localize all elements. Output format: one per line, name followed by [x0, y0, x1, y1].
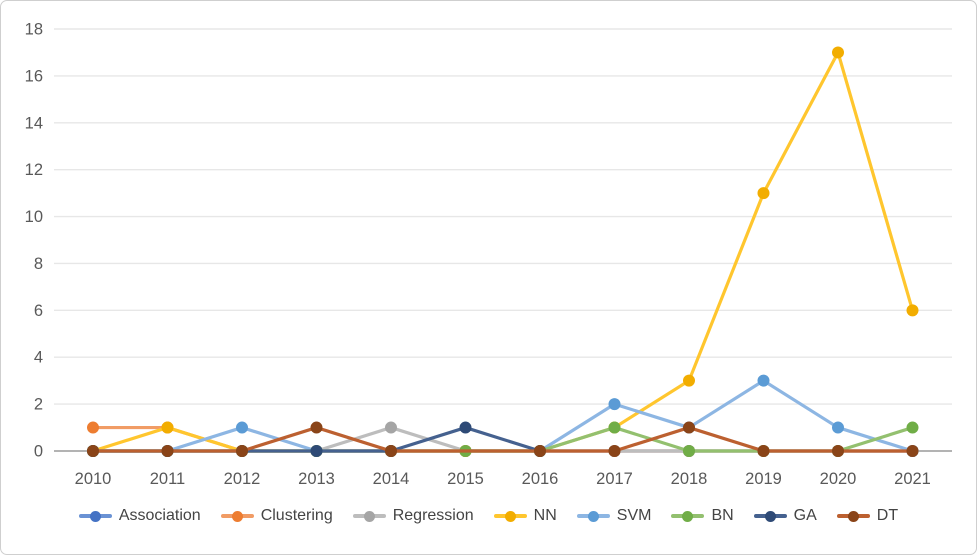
y-tick-label: 6 — [34, 302, 43, 320]
x-tick-label: 2018 — [671, 470, 708, 488]
legend-item-BN: BN — [671, 507, 734, 525]
legend-swatch-Regression — [352, 510, 386, 522]
legend-item-NN: NN — [493, 507, 557, 525]
series-marker-NN — [161, 421, 174, 434]
y-tick-label: 0 — [34, 443, 43, 461]
series-marker-DT — [534, 445, 546, 457]
y-tick-label: 8 — [34, 255, 43, 273]
x-tick-label: 2015 — [447, 470, 484, 488]
legend-label-Regression: Regression — [392, 507, 474, 524]
series-marker-NN — [683, 374, 695, 387]
series-marker-DT — [161, 445, 174, 457]
legend-label-Association: Association — [118, 507, 201, 524]
series-marker-SVM — [832, 421, 844, 434]
x-tick-label: 2013 — [298, 470, 335, 488]
x-tick-label: 2020 — [820, 470, 857, 488]
series-marker-GA — [310, 445, 323, 457]
series-marker-Clustering — [87, 421, 99, 434]
y-tick-label: 18 — [25, 21, 43, 39]
series-marker-BN — [608, 421, 621, 434]
series-marker-Regression — [385, 421, 397, 434]
legend-swatch-NN — [493, 510, 527, 522]
x-tick-label: 2010 — [75, 470, 112, 488]
series-marker-DT — [310, 421, 323, 434]
x-tick-label: 2012 — [224, 470, 261, 488]
series-marker-DT — [832, 445, 844, 457]
series-marker-DT — [87, 445, 99, 457]
legend-swatch-DT — [836, 510, 870, 522]
y-tick-label: 14 — [25, 114, 43, 132]
series-marker-GA — [459, 421, 472, 434]
legend-marker-icon — [363, 510, 375, 522]
legend-marker-icon — [89, 510, 101, 522]
legend-label-DT: DT — [876, 507, 899, 524]
x-tick-label: 2019 — [745, 470, 782, 488]
line-chart-plot-area: 0 2 4 6 8 10 12 14 16 18 2010 2011 2012 2013 2014 2015 2… — [25, 21, 952, 488]
series-marker-SVM — [757, 374, 770, 387]
legend-item-GA: GA — [753, 507, 817, 525]
legend-item-DT: DT — [836, 507, 899, 525]
legend-marker-icon — [764, 510, 776, 522]
legend-swatch-GA — [753, 510, 787, 522]
legend-label-GA: GA — [793, 507, 817, 524]
series-marker-DT — [757, 445, 770, 457]
legend-item-Regression: Regression — [352, 507, 474, 525]
series-marker-DT — [236, 445, 248, 457]
legend-marker-icon — [682, 510, 694, 522]
legend-label-SVM: SVM — [616, 507, 652, 524]
series-line-SVM — [91, 379, 915, 453]
y-tick-label: 12 — [25, 161, 43, 179]
series-marker-BN — [906, 421, 919, 434]
series-marker-DT — [906, 445, 919, 457]
legend-swatch-Clustering — [220, 510, 254, 522]
series-marker-DT — [683, 421, 695, 434]
series-marker-DT — [385, 445, 397, 457]
series-marker-BN — [683, 445, 695, 457]
legend-swatch-Association — [78, 510, 112, 522]
x-tick-label: 2017 — [596, 470, 633, 488]
y-tick-label: 10 — [25, 208, 43, 226]
y-tick-label: 16 — [25, 67, 43, 85]
legend-marker-icon — [504, 510, 516, 522]
legend-swatch-BN — [671, 510, 705, 522]
series-marker-NN — [757, 187, 770, 200]
y-tick-label: 4 — [34, 349, 43, 367]
x-tick-label: 2016 — [522, 470, 559, 488]
legend-label-Clustering: Clustering — [260, 507, 333, 524]
series-marker-DT — [608, 445, 621, 457]
series-marker-SVM — [608, 398, 621, 411]
legend-marker-icon — [231, 510, 243, 522]
legend-item-Clustering: Clustering — [220, 507, 333, 525]
x-tick-label: 2014 — [373, 470, 410, 488]
legend-label-NN: NN — [533, 507, 557, 524]
legend-marker-icon — [847, 510, 859, 522]
legend-label-BN: BN — [711, 507, 734, 524]
series-line-NN — [91, 50, 915, 453]
chart-legend: Association Clustering Regression NN SVM BN GA… — [1, 507, 976, 525]
legend-swatch-SVM — [576, 510, 610, 522]
legend-marker-icon — [587, 510, 599, 522]
series-marker-NN — [832, 46, 844, 59]
legend-item-SVM: SVM — [576, 507, 652, 525]
legend-item-Association: Association — [78, 507, 201, 525]
y-tick-label: 2 — [34, 396, 43, 414]
x-tick-label: 2011 — [150, 470, 185, 488]
series-marker-NN — [906, 304, 919, 317]
series-marker-SVM — [236, 421, 248, 434]
x-tick-label: 2021 — [894, 470, 931, 488]
